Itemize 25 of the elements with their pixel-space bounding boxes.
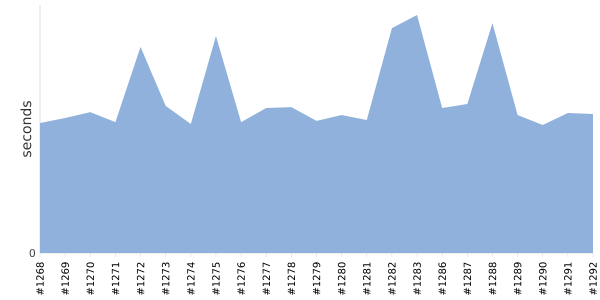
x-tick-label: #1291 <box>564 262 572 295</box>
x-tick-label: #1289 <box>514 262 522 295</box>
x-tick-label: #1269 <box>61 262 69 295</box>
x-tick-label: #1268 <box>36 262 44 295</box>
x-tick-label: #1281 <box>362 262 371 295</box>
x-tick-label: #1275 <box>212 262 220 295</box>
x-tick-label: #1273 <box>162 262 170 295</box>
x-tick-label: #1279 <box>312 262 320 295</box>
x-tick-label: #1287 <box>464 262 472 295</box>
x-tick-label: #1292 <box>589 262 597 295</box>
x-tick-label: #1282 <box>388 262 396 295</box>
x-tick-label: #1276 <box>237 262 245 295</box>
text: 0 <box>30 248 36 258</box>
x-tick-label: #1270 <box>86 262 94 295</box>
y-axis-title: seconds <box>20 101 32 157</box>
x-tick-label: #1283 <box>413 262 421 295</box>
x-tick-label: #1288 <box>488 262 496 295</box>
x-tick-label: #1271 <box>112 262 120 295</box>
x-tick-label: #1280 <box>338 262 346 295</box>
x-tick-label: #1286 <box>438 262 446 295</box>
x-tick-label: #1274 <box>187 262 195 295</box>
x-tick-label: #1290 <box>538 262 547 295</box>
x-tick-label: #1272 <box>136 262 144 295</box>
x-tick-label: #1277 <box>262 262 270 295</box>
x-tick-label: #1278 <box>288 262 296 295</box>
